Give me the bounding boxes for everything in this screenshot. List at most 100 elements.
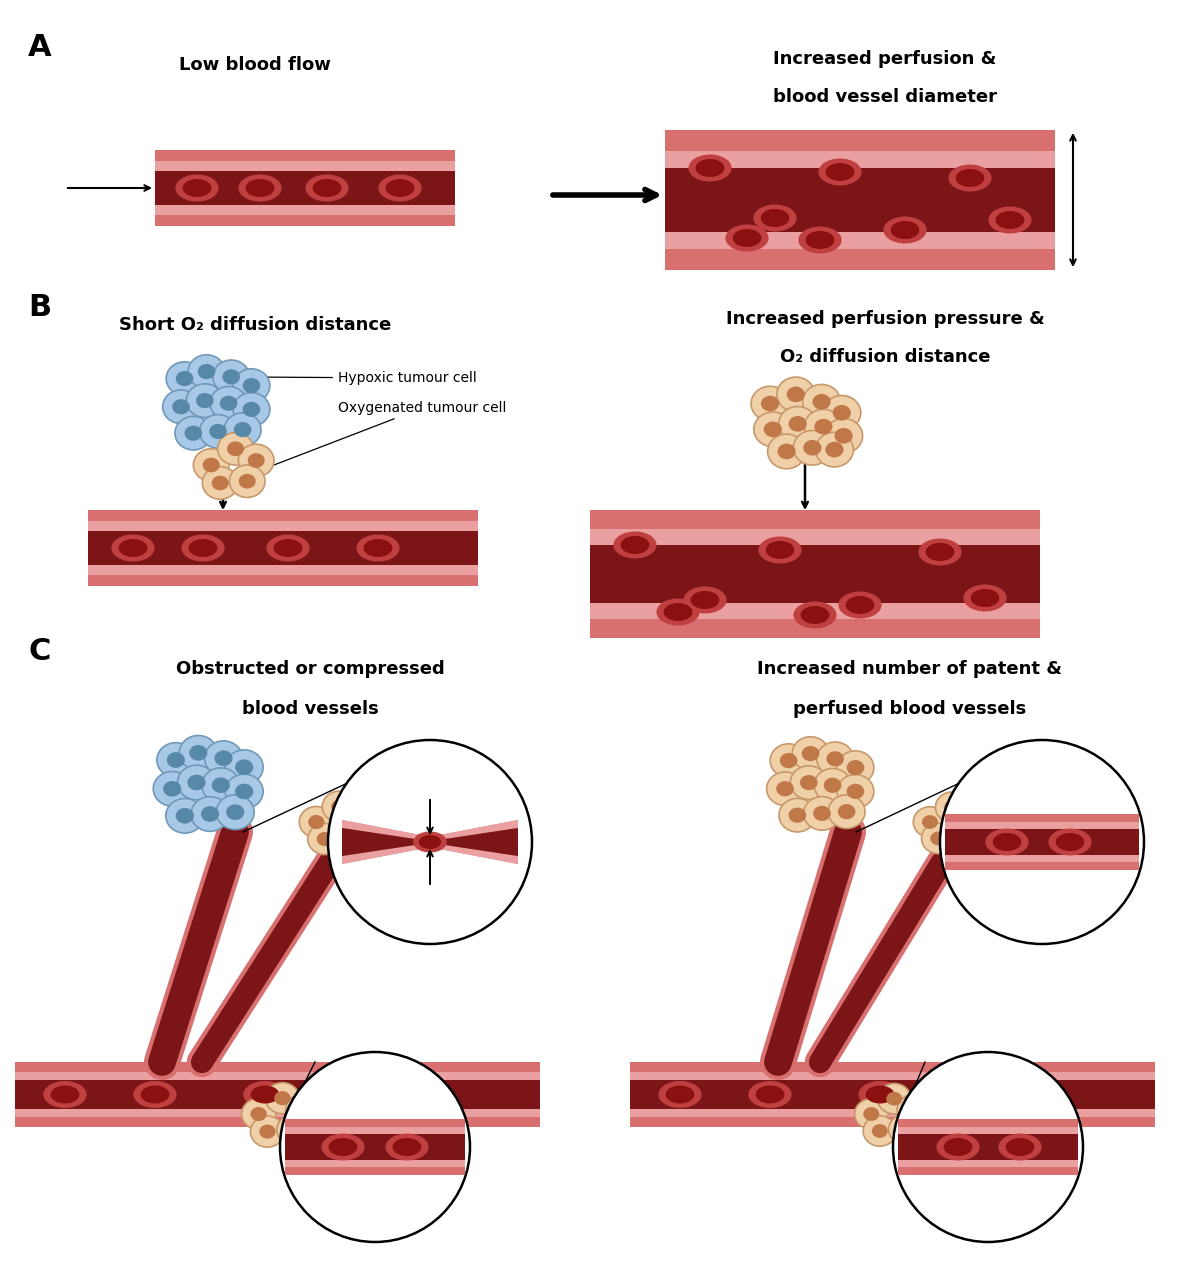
Text: B: B — [28, 294, 52, 322]
Bar — [155, 150, 455, 226]
Ellipse shape — [846, 596, 875, 614]
Ellipse shape — [224, 413, 262, 446]
Ellipse shape — [985, 1085, 1014, 1103]
Bar — [898, 1118, 1079, 1174]
Ellipse shape — [839, 591, 882, 619]
Ellipse shape — [242, 402, 260, 417]
Ellipse shape — [818, 159, 862, 186]
Ellipse shape — [922, 824, 955, 854]
Ellipse shape — [978, 1082, 1021, 1108]
Bar — [155, 170, 455, 206]
Ellipse shape — [193, 449, 229, 482]
Ellipse shape — [163, 780, 181, 797]
Ellipse shape — [179, 736, 217, 770]
Ellipse shape — [212, 360, 250, 394]
Bar — [665, 168, 1055, 233]
Ellipse shape — [666, 1085, 695, 1103]
Ellipse shape — [226, 774, 263, 808]
Circle shape — [893, 1052, 1082, 1242]
Ellipse shape — [828, 794, 865, 829]
Ellipse shape — [913, 807, 947, 838]
Text: Obstructed or compressed: Obstructed or compressed — [175, 660, 444, 677]
Ellipse shape — [413, 831, 446, 853]
Ellipse shape — [1006, 1138, 1034, 1157]
Bar — [16, 1063, 540, 1127]
Text: A: A — [28, 33, 52, 62]
Ellipse shape — [234, 422, 252, 437]
Ellipse shape — [834, 428, 853, 444]
Ellipse shape — [233, 393, 270, 426]
Ellipse shape — [803, 440, 822, 455]
Ellipse shape — [286, 1122, 302, 1136]
Ellipse shape — [226, 750, 263, 784]
Ellipse shape — [985, 829, 1028, 855]
Bar — [88, 530, 478, 566]
Ellipse shape — [154, 771, 191, 806]
Ellipse shape — [918, 539, 961, 566]
Ellipse shape — [166, 798, 204, 833]
Ellipse shape — [847, 784, 864, 799]
Ellipse shape — [664, 602, 692, 622]
Ellipse shape — [235, 759, 253, 775]
Ellipse shape — [779, 407, 817, 441]
Bar — [665, 233, 1055, 249]
Ellipse shape — [816, 432, 853, 466]
Bar — [590, 544, 1040, 604]
Text: Increased perfusion pressure &: Increased perfusion pressure & — [726, 310, 1044, 328]
Ellipse shape — [233, 369, 270, 403]
Ellipse shape — [203, 458, 220, 473]
Ellipse shape — [800, 775, 817, 791]
Ellipse shape — [342, 830, 359, 844]
Ellipse shape — [187, 774, 205, 791]
Ellipse shape — [242, 377, 260, 393]
Ellipse shape — [812, 394, 830, 409]
Bar — [665, 130, 1055, 269]
Ellipse shape — [229, 465, 265, 497]
Bar — [946, 813, 1139, 871]
Ellipse shape — [613, 531, 656, 558]
Ellipse shape — [906, 1103, 922, 1117]
Ellipse shape — [241, 1098, 276, 1130]
Ellipse shape — [244, 1082, 287, 1108]
Ellipse shape — [200, 806, 220, 822]
Bar — [88, 521, 478, 530]
Ellipse shape — [767, 771, 804, 806]
Ellipse shape — [954, 803, 988, 833]
Ellipse shape — [356, 535, 400, 562]
Ellipse shape — [824, 418, 863, 454]
Ellipse shape — [181, 535, 224, 562]
Ellipse shape — [239, 445, 274, 477]
Bar — [898, 1134, 1079, 1160]
Ellipse shape — [793, 601, 836, 628]
Bar — [665, 151, 1055, 168]
Ellipse shape — [163, 390, 199, 423]
Ellipse shape — [758, 536, 802, 563]
Ellipse shape — [925, 543, 954, 561]
Ellipse shape — [199, 414, 236, 449]
Polygon shape — [342, 820, 518, 839]
Ellipse shape — [119, 539, 148, 557]
Ellipse shape — [778, 444, 796, 459]
Ellipse shape — [220, 395, 238, 411]
Ellipse shape — [696, 159, 725, 177]
Ellipse shape — [766, 541, 794, 559]
Ellipse shape — [936, 1134, 979, 1160]
Bar — [630, 1079, 1154, 1110]
Ellipse shape — [342, 802, 376, 834]
Ellipse shape — [761, 208, 790, 228]
Ellipse shape — [817, 742, 853, 775]
Ellipse shape — [191, 797, 229, 831]
Ellipse shape — [203, 466, 238, 500]
Ellipse shape — [247, 454, 265, 468]
Ellipse shape — [804, 409, 842, 444]
Polygon shape — [342, 845, 518, 864]
Ellipse shape — [215, 750, 233, 766]
Ellipse shape — [217, 432, 253, 465]
Ellipse shape — [277, 1115, 311, 1145]
Ellipse shape — [173, 399, 190, 414]
Bar — [16, 1079, 540, 1110]
Ellipse shape — [322, 1134, 365, 1160]
Ellipse shape — [182, 179, 211, 197]
Bar — [946, 822, 1139, 829]
Bar — [284, 1160, 466, 1167]
